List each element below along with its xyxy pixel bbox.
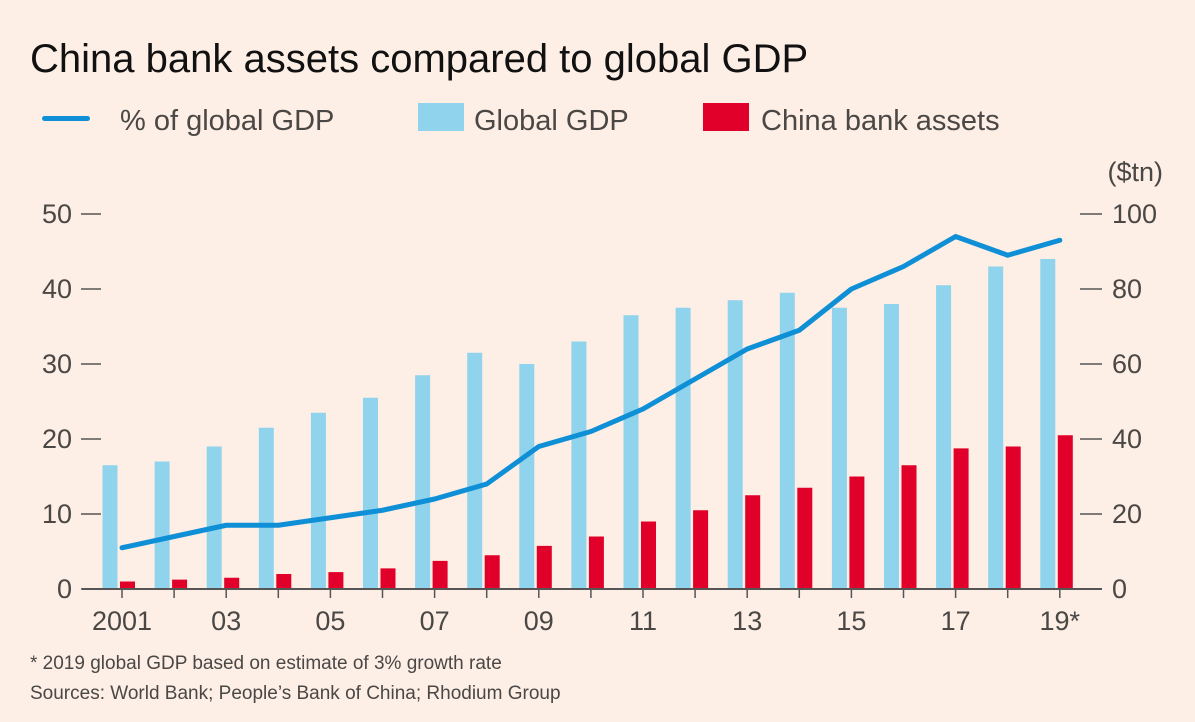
bar-global-gdp [206,446,222,589]
bar-global-gdp [467,352,483,589]
x-tick-label: 09 [524,606,554,636]
chart-title: China bank assets compared to global GDP [30,37,808,81]
bar-china-bank-assets [536,545,552,589]
bar-global-gdp [831,307,847,589]
line-pct-global-gdp [119,234,1063,551]
bar-china-bank-assets [484,555,500,589]
x-tick-label: 13 [732,606,762,636]
x-tick-label: 2001 [92,606,152,636]
bar-china-bank-assets [1057,435,1073,589]
x-tick-label: 11 [629,606,657,636]
left-tick-label: 10 [42,499,72,529]
bar-china-bank-assets [797,487,813,589]
left-tick-label: 20 [42,424,72,454]
bar-global-gdp [571,341,587,589]
right-tick-label: 40 [1112,424,1142,454]
bar-global-gdp [154,461,170,589]
left-tick-label: 30 [42,349,72,379]
line-layer [119,234,1063,551]
legend-assets-swatch [703,103,749,131]
legend-label-assets: China bank assets [761,105,1000,137]
bar-china-bank-assets [276,574,292,589]
x-tick-label: 17 [941,606,971,636]
x-tick-label: 03 [211,606,241,636]
bar-china-bank-assets [328,572,344,589]
bar-china-bank-assets [1005,446,1021,589]
bar-global-gdp [675,307,691,589]
right-tick-label: 80 [1112,274,1142,304]
x-tick-label: 19* [1040,606,1081,636]
bar-global-gdp [310,412,326,589]
legend-gdp-swatch [418,103,464,131]
bar-china-bank-assets [120,581,135,589]
x-axis: 2001 03 05 07 09 11 13 15 17 19* [82,588,1102,636]
footnote-sources: Sources: World Bank; People’s Bank of Ch… [30,683,561,704]
x-tick-label: 05 [315,606,345,636]
left-tick-label: 0 [57,574,72,604]
bar-china-bank-assets [693,510,709,589]
legend-label-gdp: Global GDP [474,105,629,137]
bar-global-gdp [258,427,274,589]
x-tick-label: 07 [420,606,450,636]
bar-china-bank-assets [380,568,396,589]
bar-global-gdp [779,292,795,589]
bar-china-bank-assets [849,476,865,589]
legend: % of global GDP Global GDP China bank as… [42,103,1000,137]
left-tick-label: 50 [42,199,72,229]
bar-china-bank-assets [172,579,188,589]
right-axis-unit: ($tn) [1107,157,1163,187]
left-axis: 0 10 20 30 40 50 [42,199,101,604]
right-tick-label: 60 [1112,349,1142,379]
footnote-estimate: * 2019 global GDP based on estimate of 3… [30,653,502,674]
bar-china-bank-assets [432,560,448,589]
bar-china-bank-assets [641,521,656,589]
bar-global-gdp [415,375,431,589]
bar-china-bank-assets [224,577,240,589]
bar-global-gdp [884,304,899,589]
right-tick-label: 20 [1112,499,1142,529]
right-tick-label: 100 [1112,199,1157,229]
right-tick-label: 0 [1112,574,1127,604]
bar-china-bank-assets [901,465,917,589]
bar-global-gdp [1040,259,1056,589]
bar-global-gdp [519,364,535,589]
right-axis: 0 20 40 60 80 100 [1080,199,1157,604]
bar-global-gdp [727,300,743,589]
left-tick-label: 40 [42,274,72,304]
bar-global-gdp [363,397,378,589]
bar-global-gdp [623,315,639,589]
bars [102,259,1073,589]
legend-label-line: % of global GDP [120,105,334,137]
legend-line-swatch [42,116,90,121]
bar-global-gdp [102,465,118,589]
bar-global-gdp [936,285,952,589]
bar-china-bank-assets [745,495,761,589]
bar-global-gdp [988,266,1004,589]
bar-china-bank-assets [588,536,604,589]
bar-china-bank-assets [953,448,969,589]
x-tick-label: 15 [836,606,866,636]
